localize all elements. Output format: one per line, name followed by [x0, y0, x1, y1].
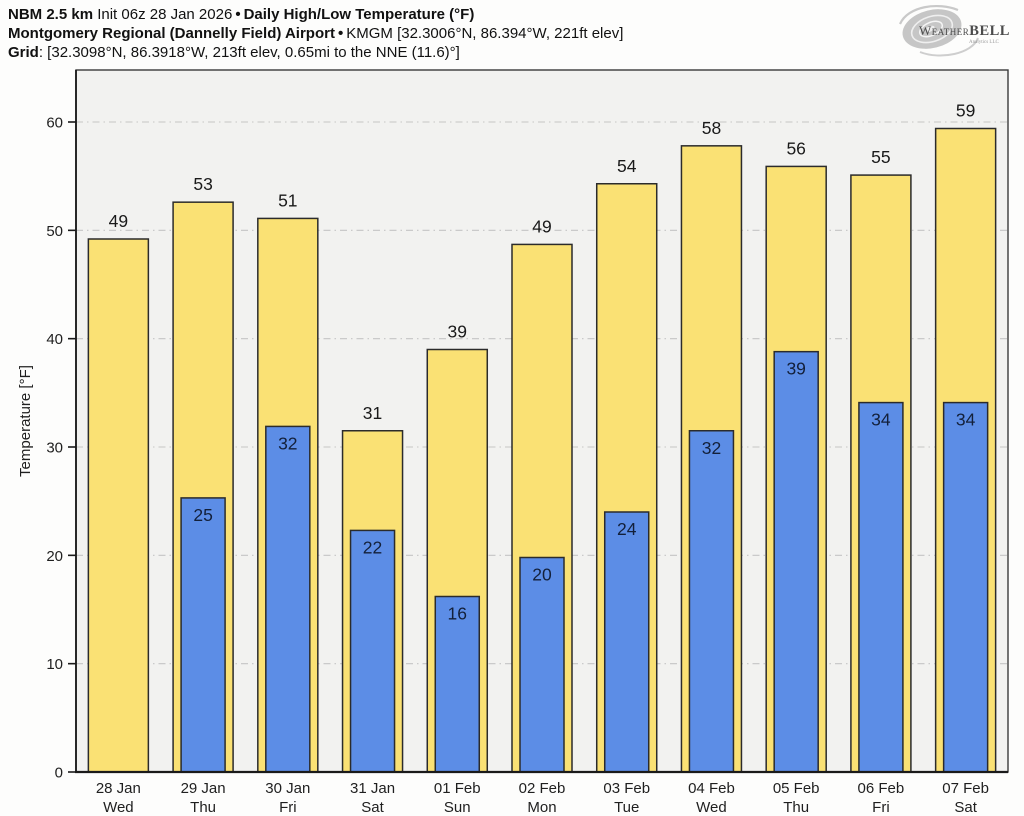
low-value-label: 32: [278, 433, 297, 453]
high-value-label: 53: [193, 174, 212, 194]
logo-subtext: Analytics LLC: [969, 40, 1000, 45]
model-name: NBM 2.5 km: [8, 6, 94, 23]
low-value-label: 24: [617, 519, 637, 539]
x-tick-date: 01 Feb: [434, 780, 481, 797]
header-line-3: Grid: [32.3098°N, 86.3918°W, 213ft elev,…: [8, 43, 888, 62]
low-bar: [858, 401, 904, 773]
x-tick-date: 30 Jan: [265, 780, 310, 797]
bullet-separator: •: [235, 6, 241, 23]
y-tick-label: 20: [46, 548, 63, 565]
station-coords: KMGM [32.3006°N, 86.394°W, 221ft elev]: [346, 25, 624, 42]
high-value-label: 54: [617, 156, 637, 176]
low-bar: [434, 595, 481, 773]
header-line-2: Montgomery Regional (Dannelly Field) Air…: [8, 24, 888, 43]
high-value-label: 55: [871, 147, 890, 167]
low-bar: [180, 497, 226, 773]
chart-header: NBM 2.5 km Init 06z 28 Jan 2026 • Daily Hi…: [8, 5, 888, 62]
y-tick-label: 40: [46, 331, 63, 348]
high-value-label: 59: [956, 101, 975, 121]
low-bar: [688, 430, 735, 773]
hurricane-swirl-icon: [898, 4, 979, 57]
low-value-label: 34: [956, 410, 976, 430]
y-tick-label: 0: [55, 765, 63, 782]
high-bar: [87, 238, 150, 773]
bullet-separator: •: [337, 25, 344, 42]
y-tick-label: 60: [46, 115, 63, 132]
logo-text: WeatherBELL: [919, 23, 1010, 39]
y-tick-label: 50: [46, 223, 63, 240]
init-time: Init 06z 28 Jan 2026: [97, 6, 233, 23]
high-value-label: 58: [702, 118, 721, 138]
low-value-label: 22: [363, 537, 382, 557]
low-value-label: 39: [786, 359, 805, 379]
low-bar: [773, 350, 819, 773]
chart-title: Daily High/Low Temperature (°F): [243, 6, 475, 23]
high-value-label: 31: [363, 403, 382, 423]
low-bar: [349, 529, 396, 773]
high-value-label: 56: [786, 138, 805, 158]
x-tick-day: Mon: [527, 799, 556, 816]
x-tick-date: 31 Jan: [350, 780, 395, 797]
x-tick-date: 05 Feb: [773, 780, 820, 797]
x-tick-day: Sat: [361, 799, 384, 816]
low-value-label: 20: [532, 565, 552, 585]
x-tick-day: Wed: [103, 799, 134, 816]
x-tick-day: Fri: [872, 799, 890, 816]
low-value-label: 16: [448, 604, 467, 624]
x-tick-date: 02 Feb: [519, 780, 566, 797]
grid-label: Grid: [8, 44, 39, 61]
x-tick-day: Wed: [696, 799, 727, 816]
x-tick-date: 04 Feb: [688, 780, 735, 797]
weatherbell-logo: WeatherBELL Analytics LLC: [886, 2, 1016, 60]
x-tick-day: Thu: [190, 799, 216, 816]
low-bar: [603, 511, 650, 773]
high-value-label: 51: [278, 190, 297, 210]
station-name: Montgomery Regional (Dannelly Field) Air…: [8, 25, 335, 42]
x-tick-day: Thu: [783, 799, 809, 816]
high-value-label: 49: [109, 211, 128, 231]
x-tick-day: Sun: [444, 799, 471, 816]
x-tick-day: Tue: [614, 799, 639, 816]
high-value-label: 49: [532, 216, 551, 236]
low-bar: [519, 556, 565, 773]
x-tick-date: 28 Jan: [96, 780, 141, 797]
y-axis-label: Temperature [°F]: [17, 365, 34, 477]
x-tick-date: 29 Jan: [181, 780, 226, 797]
x-tick-date: 03 Feb: [603, 780, 650, 797]
low-bar: [942, 401, 989, 773]
low-bar: [265, 425, 311, 773]
x-tick-date: 06 Feb: [858, 780, 905, 797]
x-tick-day: Fri: [279, 799, 297, 816]
low-value-label: 34: [871, 410, 891, 430]
y-tick-label: 30: [46, 440, 63, 457]
x-tick-date: 07 Feb: [942, 780, 989, 797]
grid-coords: : [32.3098°N, 86.3918°W, 213ft elev, 0.6…: [38, 44, 460, 61]
x-tick-day: Sat: [954, 799, 977, 816]
low-value-label: 32: [702, 438, 721, 458]
y-tick-label: 10: [46, 656, 63, 673]
high-value-label: 39: [448, 322, 467, 342]
low-value-label: 25: [193, 505, 212, 525]
header-line-1: NBM 2.5 km Init 06z 28 Jan 2026 • Daily Hi…: [8, 5, 888, 24]
